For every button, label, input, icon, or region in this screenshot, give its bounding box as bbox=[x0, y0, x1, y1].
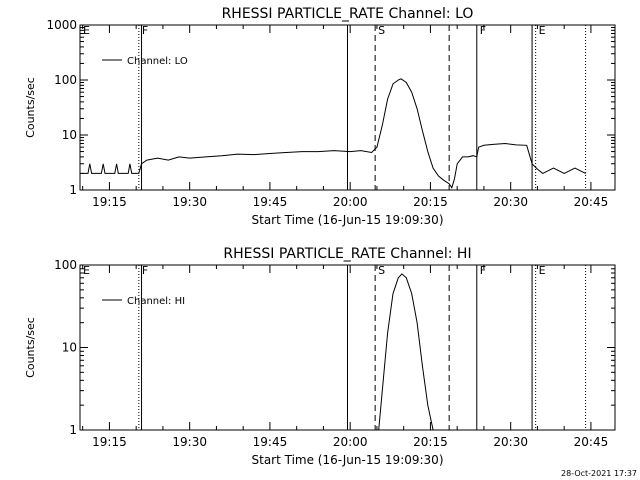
hi-channel-panel: RHESSI PARTICLE_RATE Channel: HI Counts/s… bbox=[24, 246, 616, 467]
y-tick-label: 100 bbox=[54, 73, 77, 87]
chart-title: RHESSI PARTICLE_RATE Channel: LO bbox=[222, 6, 474, 22]
y-tick-label: 1000 bbox=[46, 18, 77, 32]
x-tick-label: 19:45 bbox=[253, 195, 288, 209]
x-tick-label: 19:15 bbox=[92, 435, 127, 449]
event-marker-label: E bbox=[83, 264, 90, 277]
x-tick-label: 20:00 bbox=[333, 435, 368, 449]
event-marker-label: E bbox=[83, 24, 90, 37]
x-tick-label: 20:30 bbox=[493, 195, 528, 209]
y-axis-label: Counts/sec bbox=[24, 317, 37, 378]
event-marker-label: F bbox=[480, 24, 486, 37]
legend-label: Channel: LO bbox=[127, 56, 188, 67]
x-axis-label: Start Time (16-Jun-15 19:09:30) bbox=[252, 453, 444, 467]
event-marker-label: F bbox=[142, 264, 148, 277]
x-tick-label: 19:45 bbox=[253, 435, 288, 449]
y-tick-label: 1 bbox=[69, 423, 77, 437]
y-tick-label: 10 bbox=[62, 341, 77, 355]
chart-title: RHESSI PARTICLE_RATE Channel: HI bbox=[223, 246, 471, 262]
y-axis-label: Counts/sec bbox=[24, 77, 37, 138]
x-tick-label: 19:30 bbox=[172, 195, 207, 209]
x-tick-label: 20:00 bbox=[333, 195, 368, 209]
event-marker-label: E bbox=[539, 264, 546, 277]
plot-timestamp: 28-Oct-2021 17:37 bbox=[561, 469, 637, 478]
x-tick-label: 20:30 bbox=[493, 435, 528, 449]
x-tick-label: 20:15 bbox=[413, 435, 448, 449]
lo-channel-panel: RHESSI PARTICLE_RATE Channel: LO Counts/s… bbox=[24, 6, 616, 227]
legend-label: Channel: HI bbox=[127, 296, 185, 307]
event-marker-label: E bbox=[539, 24, 546, 37]
x-tick-label: 20:45 bbox=[574, 195, 609, 209]
x-tick-label: 19:15 bbox=[92, 195, 127, 209]
event-marker-label: S bbox=[378, 264, 385, 277]
x-axis-label: Start Time (16-Jun-15 19:09:30) bbox=[252, 213, 444, 227]
x-tick-label: 20:45 bbox=[574, 435, 609, 449]
x-tick-label: 19:30 bbox=[172, 435, 207, 449]
x-tick-label: 20:15 bbox=[413, 195, 448, 209]
y-tick-label: 1 bbox=[69, 183, 77, 197]
y-tick-label: 10 bbox=[62, 128, 77, 142]
event-marker-label: S bbox=[378, 24, 385, 37]
event-marker-label: F bbox=[142, 24, 148, 37]
y-tick-label: 100 bbox=[54, 258, 77, 272]
event-marker-label: F bbox=[480, 264, 486, 277]
series-line bbox=[80, 78, 586, 189]
series-line bbox=[378, 273, 434, 431]
